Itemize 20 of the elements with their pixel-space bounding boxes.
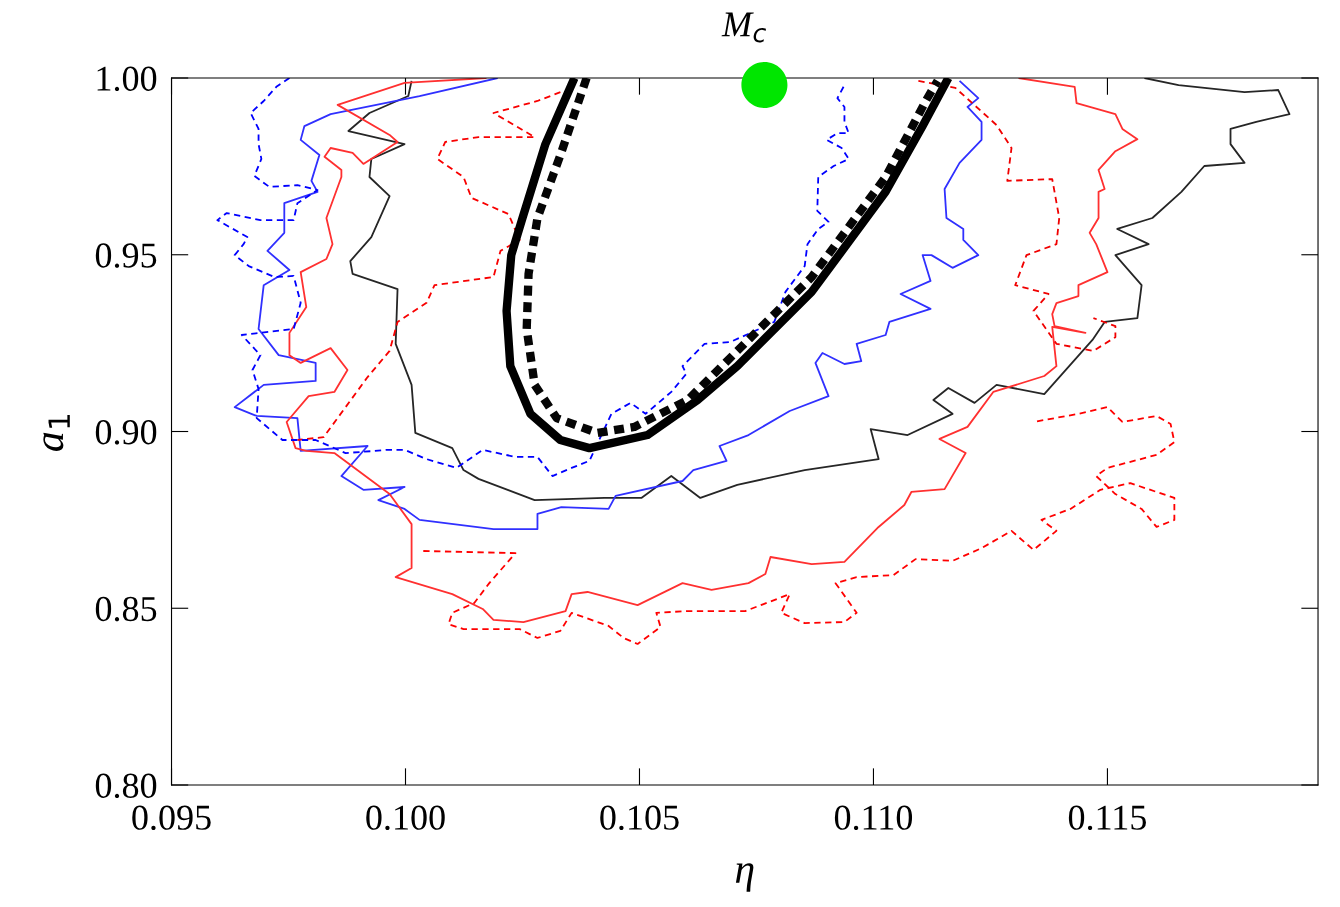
y-axis-title: a$_{1}$ — [43, 415, 70, 451]
y-tick-label: 1.00 — [97, 66, 157, 92]
line-series — [233, 78, 983, 530]
y-tick-label: 0.85 — [95, 596, 157, 622]
x-tick-label: 0.115 — [1068, 805, 1146, 831]
y-tick-label: 0.80 — [95, 773, 157, 799]
y-tick-label: 0.95 — [95, 243, 157, 268]
chart-title: M$_{c}$ — [721, 12, 766, 43]
line-series — [422, 406, 1176, 645]
x-axis-title: η — [735, 863, 754, 892]
x-tick-label: 0.095 — [132, 805, 211, 831]
line-series — [917, 79, 1117, 352]
y-tick-label: 0.90 — [95, 420, 157, 445]
line-series — [285, 78, 1139, 623]
x-tick-label: 0.105 — [600, 805, 679, 831]
line-series — [347, 78, 1291, 501]
line-series — [216, 78, 850, 477]
x-tick-label: 0.110 — [834, 805, 913, 831]
line-series — [296, 91, 562, 441]
x-tick-label: 0.100 — [366, 805, 445, 831]
